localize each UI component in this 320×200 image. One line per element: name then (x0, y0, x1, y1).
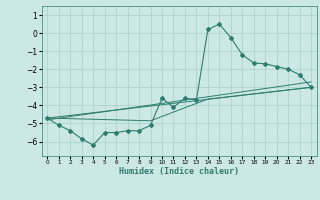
X-axis label: Humidex (Indice chaleur): Humidex (Indice chaleur) (119, 167, 239, 176)
